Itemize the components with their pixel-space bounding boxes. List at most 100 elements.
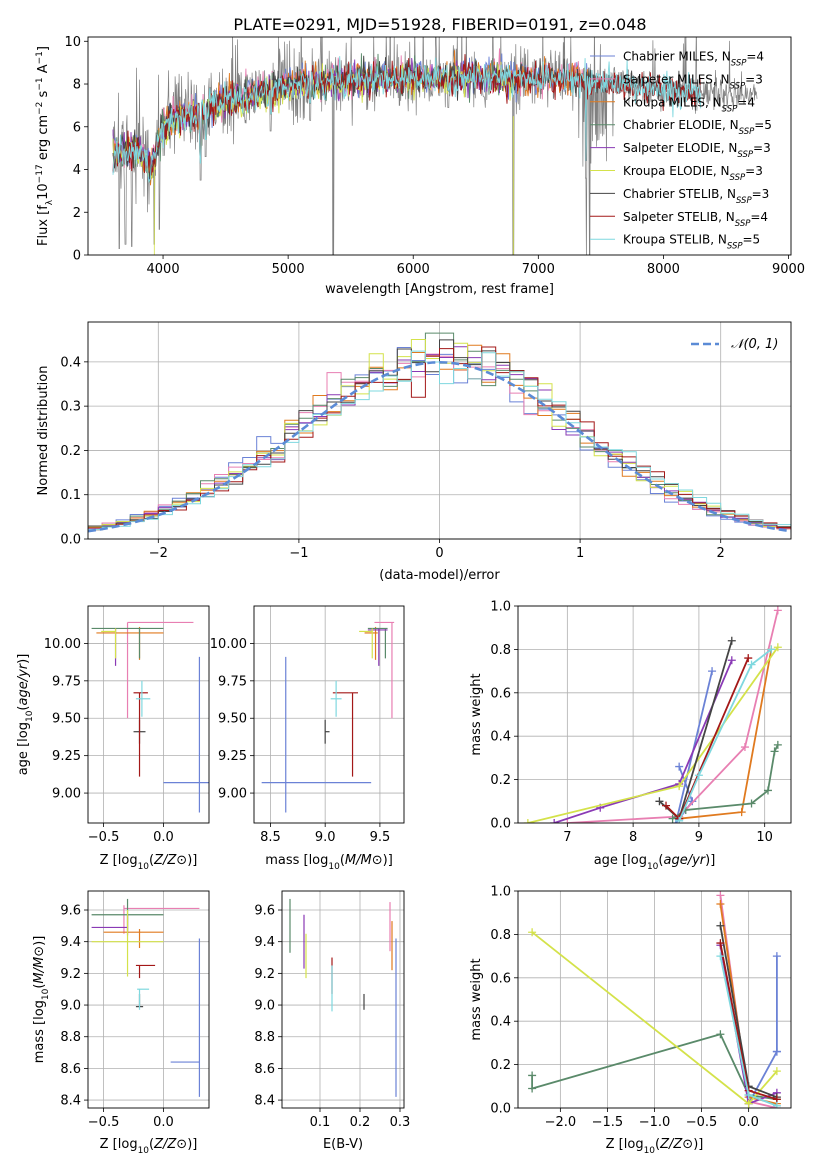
errorbar-salpeter_stelib — [135, 964, 156, 979]
errorbar-salpeter_stelib — [332, 692, 359, 777]
series-marker — [528, 1084, 537, 1093]
y-tick-label: 0.1 — [60, 488, 81, 503]
residual-xlabel: (data-model)/error — [379, 568, 500, 583]
y-tick-label: 0.4 — [490, 730, 511, 745]
series-marker — [744, 654, 753, 663]
y-tick-label: 9.2 — [60, 967, 81, 982]
y-tick-label: 0.2 — [490, 773, 511, 788]
series-marker — [550, 819, 559, 823]
hist-step-kroupa_stelib — [88, 350, 791, 531]
y-tick-label: 9.50 — [52, 712, 81, 727]
series-marker — [716, 900, 725, 909]
y-tick-label: 6 — [73, 120, 81, 135]
mass_vs_Z-frame — [87, 890, 210, 1109]
x-tick-label: 4000 — [147, 262, 180, 277]
x-tick-label: 9 — [695, 830, 703, 845]
y-tick-label: 4 — [73, 163, 81, 178]
y-tick-label: 8.8 — [60, 1030, 81, 1045]
series-marker — [727, 636, 736, 645]
x-tick-label: −0.5 — [686, 1115, 718, 1130]
mass_vs_Z-xlabel: Z [log10(Z/Z⊙)] — [100, 1137, 198, 1156]
x-tick-label: 8 — [629, 830, 637, 845]
series-marker — [772, 1101, 781, 1108]
legend-label: Chabrier MILES, NSSP=4 — [623, 50, 764, 69]
y-tick-label: 9.0 — [60, 999, 81, 1014]
series-marker — [763, 786, 772, 795]
y-tick-label: 8 — [73, 78, 81, 93]
x-tick-label: 0.2 — [350, 1115, 371, 1130]
series-marker — [675, 762, 684, 771]
y-tick-label: 1.0 — [490, 885, 511, 900]
series-marker — [770, 747, 779, 756]
y-tick-label: 0.2 — [490, 1058, 511, 1073]
series-marker — [772, 952, 781, 961]
y-tick-label: 9.75 — [52, 674, 81, 689]
x-tick-label: −0.5 — [88, 1115, 120, 1130]
spectrum-axes: 4000 5000 6000 7000 8000 9000 0 2 4 6 8 10 — [64, 35, 805, 277]
series-marker — [688, 797, 697, 806]
gauss-legend-label: 𝒩(0, 1) — [731, 337, 778, 352]
x-tick-label: 9000 — [772, 262, 805, 277]
series-marker — [528, 928, 537, 937]
model-line-kroupa_stelib — [112, 56, 702, 184]
errorbar-kroupa_elodie — [359, 628, 373, 659]
residual_hist-axes: −2 −1 0 1 2 0.0 0.1 0.2 0.3 0.4 — [60, 322, 791, 561]
y-tick-label: 8.6 — [254, 1062, 275, 1077]
errorbar-chabrier_miles — [170, 938, 201, 1097]
x-tick-label: −1.0 — [639, 1115, 671, 1130]
errorbar-kroupa_stelib — [330, 680, 342, 717]
errorbar-kroupa_miles — [364, 626, 378, 660]
legend-label: Kroupa STELIB, NSSP=5 — [623, 233, 760, 252]
y-tick-label: 0.2 — [60, 444, 81, 459]
series-marker — [662, 801, 671, 810]
mass_vs_ebv-xlabel: E(B-V) — [323, 1137, 363, 1152]
errorbar-chabrier_elodie — [91, 627, 164, 659]
series-line-kroupa_stelib — [678, 648, 772, 822]
series-marker — [747, 660, 756, 669]
series-marker — [716, 891, 725, 900]
series-line-salpeter_miles — [567, 610, 779, 823]
y-tick-label: 10.00 — [44, 637, 81, 652]
series-marker — [655, 797, 664, 806]
x-tick-label: 8.5 — [260, 830, 281, 845]
legend-label: Kroupa ELODIE, NSSP=3 — [623, 164, 763, 183]
series-marker — [773, 740, 782, 749]
legend-label: Chabrier STELIB, NSSP=3 — [623, 187, 769, 206]
gaussian-reference-line — [88, 360, 791, 533]
series-marker — [716, 952, 725, 961]
errorbar-chabrier_stelib — [324, 719, 330, 744]
y-tick-label: 0.0 — [490, 1102, 511, 1117]
y-tick-label: 0.8 — [490, 643, 511, 658]
x-tick-label: 8000 — [647, 262, 680, 277]
age_vs_Z-ylabel: age [log10(age/yr)] — [16, 654, 35, 776]
errorbar-kroupa_elodie — [101, 628, 117, 659]
series-marker — [716, 1030, 725, 1039]
x-tick-label: 5000 — [272, 262, 305, 277]
errorbar-salpeter_elodie — [367, 628, 388, 666]
y-tick-label: 0 — [73, 249, 81, 264]
errorbar-salpeter_stelib — [133, 692, 148, 777]
series-marker — [528, 1071, 537, 1080]
x-tick-label: 0 — [435, 546, 443, 561]
series-marker — [716, 939, 725, 948]
errorbar-salpeter_miles — [126, 621, 194, 719]
y-tick-label: 0.0 — [490, 817, 511, 832]
mass_weight_vs_age-xlabel: age [log10(age/yr)] — [594, 853, 716, 872]
y-tick-label: 0.4 — [60, 355, 81, 370]
y-tick-label: 9.00 — [218, 787, 247, 802]
series-marker — [767, 645, 776, 654]
y-tick-label: 10.00 — [210, 637, 247, 652]
mass_vs_Z-axes: −0.5 0.0 8.4 8.6 8.8 9.0 9.2 9.4 9.6 — [60, 891, 209, 1130]
series-marker — [772, 1067, 781, 1076]
series-marker — [744, 1099, 753, 1108]
x-tick-label: 2 — [717, 546, 725, 561]
x-tick-label: −1 — [289, 546, 308, 561]
residual-frame — [87, 321, 792, 540]
y-tick-label: 2 — [73, 206, 81, 221]
errorbar-kroupa_stelib — [137, 988, 150, 1010]
age_vs_mass-xlabel: mass [log10(M/M⊙)] — [265, 853, 393, 872]
series-marker — [563, 819, 572, 823]
x-tick-label: 0.1 — [310, 1115, 331, 1130]
x-tick-label: 6000 — [397, 262, 430, 277]
